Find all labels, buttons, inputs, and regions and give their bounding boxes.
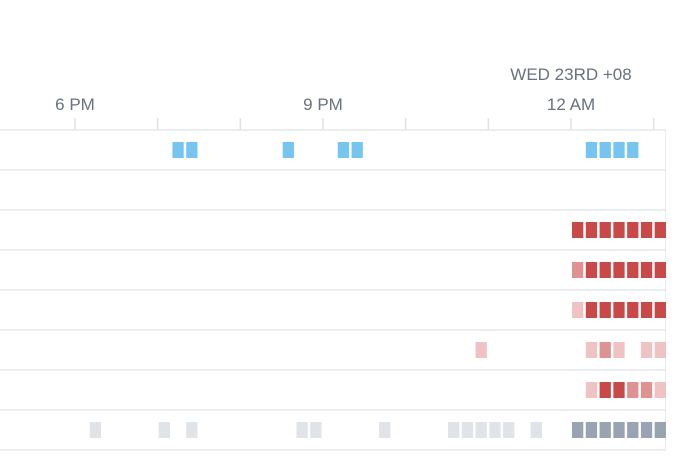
activity-cell <box>448 422 460 438</box>
activity-cell <box>640 222 653 238</box>
activity-cell <box>585 342 598 358</box>
activity-cell <box>599 302 611 318</box>
activity-cell <box>475 342 487 358</box>
activity-cell <box>640 342 653 358</box>
activity-cell <box>627 382 639 398</box>
activity-cell <box>89 422 102 438</box>
date-label: WED 23RD +08 <box>510 65 631 84</box>
activity-cell <box>461 422 474 438</box>
activity-cell <box>572 222 584 238</box>
activity-cell <box>627 422 639 438</box>
activity-cell <box>654 382 666 398</box>
activity-cell <box>599 342 611 358</box>
activity-cell <box>654 222 666 238</box>
activity-cell <box>379 422 391 438</box>
activity-cell <box>585 382 598 398</box>
activity-cell <box>585 262 598 278</box>
activity-cell <box>654 262 666 278</box>
activity-cell <box>599 382 611 398</box>
activity-cell <box>585 222 598 238</box>
activity-cell <box>654 422 666 438</box>
activity-cell <box>613 302 625 318</box>
activity-cell <box>186 422 198 438</box>
activity-cell <box>186 142 198 158</box>
activity-cell <box>640 422 653 438</box>
activity-cell <box>282 142 294 158</box>
activity-cell <box>627 302 639 318</box>
activity-cell <box>613 142 625 158</box>
activity-cell <box>640 302 653 318</box>
activity-cell <box>599 262 611 278</box>
activity-cell <box>310 422 322 438</box>
activity-cell <box>599 142 611 158</box>
activity-cell <box>599 222 611 238</box>
activity-cell <box>572 422 584 438</box>
activity-cell <box>585 142 598 158</box>
activity-cell <box>572 302 584 318</box>
tick-label: 12 AM <box>547 95 595 114</box>
activity-cell <box>572 262 584 278</box>
activity-cell <box>613 222 625 238</box>
activity-cell <box>503 422 515 438</box>
activity-cell <box>158 422 170 438</box>
activity-cell <box>585 302 598 318</box>
activity-cell <box>351 142 363 158</box>
activity-cell <box>489 422 501 438</box>
activity-cell <box>613 422 625 438</box>
activity-cell <box>530 422 542 438</box>
activity-cell <box>296 422 308 438</box>
activity-cell <box>337 142 350 158</box>
activity-cell <box>640 382 653 398</box>
activity-cell <box>613 262 625 278</box>
tick-label: 6 PM <box>55 95 95 114</box>
activity-cell <box>172 142 184 158</box>
activity-cell <box>627 262 639 278</box>
activity-cell <box>654 342 666 358</box>
activity-cell <box>599 422 611 438</box>
activity-cell <box>613 382 625 398</box>
activity-cell <box>654 302 666 318</box>
activity-cell <box>640 262 653 278</box>
activity-cell <box>627 142 639 158</box>
tick-label: 9 PM <box>303 95 343 114</box>
activity-cell <box>627 222 639 238</box>
activity-cell <box>585 422 598 438</box>
activity-cell <box>613 342 625 358</box>
activity-cell <box>475 422 487 438</box>
